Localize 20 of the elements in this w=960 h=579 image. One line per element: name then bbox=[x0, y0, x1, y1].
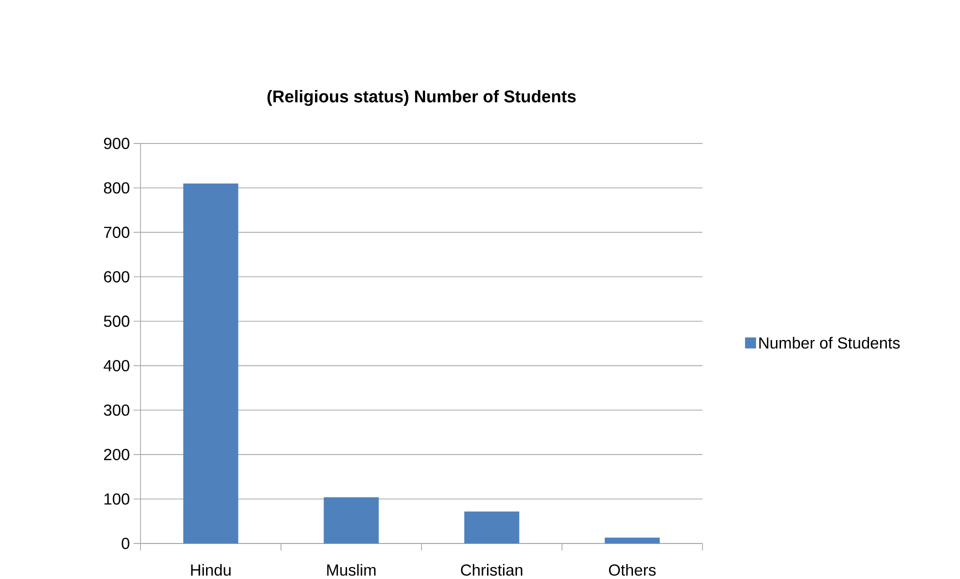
y-tick-label: 100 bbox=[104, 493, 130, 505]
bar bbox=[324, 497, 379, 544]
y-tick-label: 600 bbox=[104, 271, 130, 282]
y-tick-label: 0 bbox=[122, 538, 130, 550]
y-tick-label: 500 bbox=[104, 316, 130, 327]
y-tick-label: 300 bbox=[104, 404, 130, 416]
chart-title: (Religious status) Number of Students bbox=[267, 90, 576, 106]
x-tick-label: Hindu bbox=[191, 564, 231, 576]
bar bbox=[183, 183, 238, 544]
y-tick-label: 700 bbox=[104, 226, 130, 238]
y-tick-label: 400 bbox=[104, 360, 130, 372]
bar bbox=[464, 511, 520, 544]
y-tick-label: 200 bbox=[104, 448, 130, 460]
bar bbox=[604, 538, 660, 544]
x-tick-label: Muslim bbox=[327, 564, 376, 576]
y-tick-label: 900 bbox=[104, 138, 130, 150]
legend-label: Number of Students bbox=[759, 336, 900, 349]
x-tick-label: Christian bbox=[461, 564, 522, 576]
x-tick-label: Others bbox=[609, 564, 656, 576]
y-tick-label: 800 bbox=[104, 182, 130, 194]
